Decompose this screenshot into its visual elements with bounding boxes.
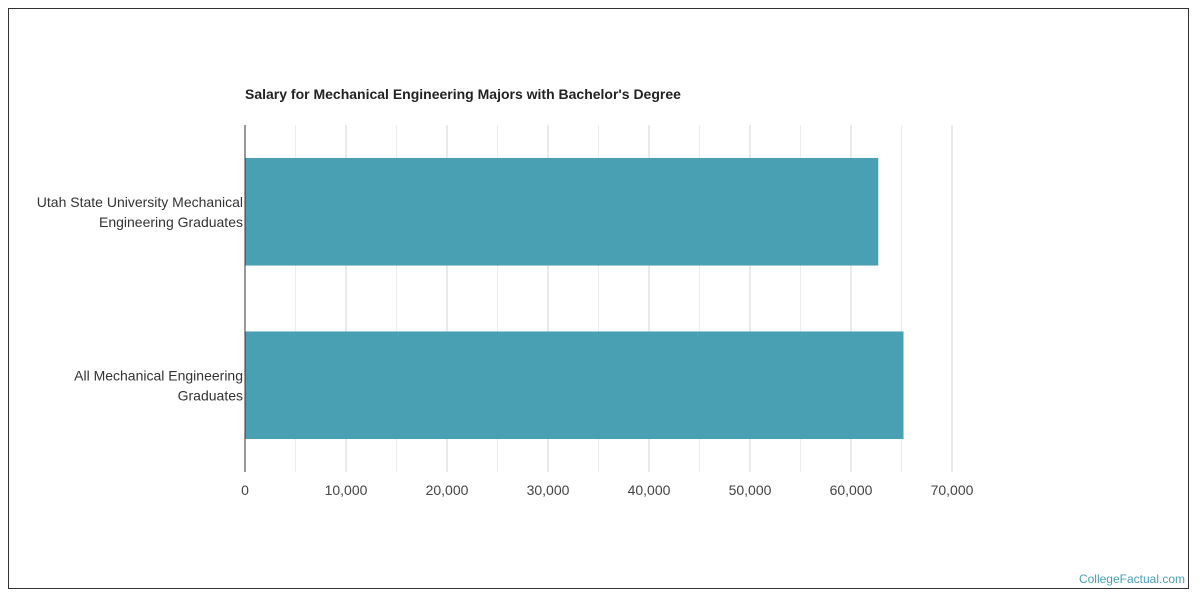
x-tick-label: 40,000	[628, 482, 671, 498]
chart-title: Salary for Mechanical Engineering Majors…	[245, 86, 681, 102]
category-label-0: Utah State University Mechanical Engineer…	[37, 194, 243, 230]
source-credit[interactable]: CollegeFactual.com	[1078, 572, 1185, 586]
x-tick-labels: 0 10,000 20,000 30,000 40,000 50,000 60,000 70,…	[241, 482, 974, 498]
category-label-line: Utah State University Mechanical	[37, 194, 243, 210]
x-tick-label: 60,000	[830, 482, 873, 498]
bar-1[interactable]	[245, 331, 904, 440]
bar-0[interactable]	[245, 157, 879, 266]
category-label-line: Engineering Graduates	[99, 214, 243, 230]
category-label-1: All Mechanical Engineering Graduates	[74, 367, 243, 403]
category-label-line: Graduates	[178, 387, 243, 403]
x-tick-label: 30,000	[527, 482, 570, 498]
x-tick-label: 0	[241, 482, 249, 498]
x-tick-label: 50,000	[729, 482, 772, 498]
category-labels: Utah State University Mechanical Engineer…	[37, 194, 243, 404]
x-tick-label: 70,000	[931, 482, 974, 498]
category-label-line: All Mechanical Engineering	[74, 367, 243, 383]
bars	[245, 157, 904, 440]
x-tick-label: 20,000	[426, 482, 469, 498]
x-tick-label: 10,000	[325, 482, 368, 498]
